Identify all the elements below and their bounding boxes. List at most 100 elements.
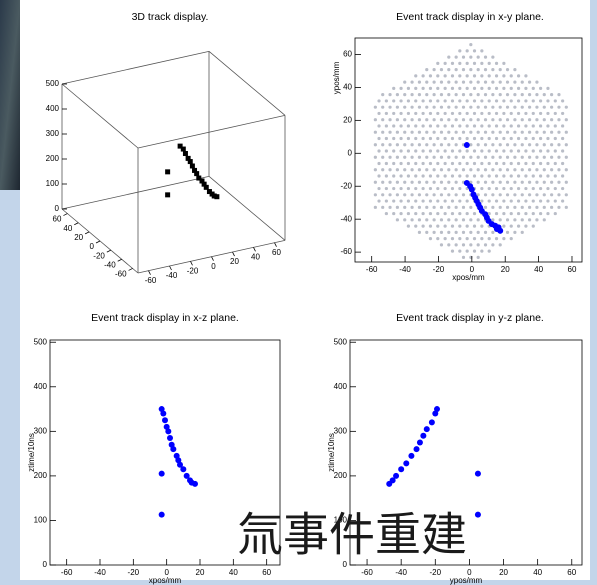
detector-cell	[417, 205, 422, 209]
detector-cell	[414, 211, 418, 216]
detector-cell	[524, 211, 528, 216]
detector-cell	[399, 124, 403, 128]
detector-cell	[472, 237, 477, 241]
detector-cell	[546, 99, 550, 103]
x-axis-label: xpos/mm	[149, 576, 182, 585]
detector-cell	[513, 130, 517, 134]
detector-cell	[564, 155, 568, 159]
x-tick-label: 60	[567, 568, 576, 577]
detector-cell	[465, 174, 469, 178]
chart-title: Event track display in x-z plane.	[91, 312, 239, 324]
y-tick-label: 40	[343, 83, 352, 92]
detector-cell	[403, 180, 407, 184]
detector-cell	[516, 161, 521, 166]
detector-cell	[502, 199, 506, 203]
track-point	[423, 426, 430, 433]
detector-cell	[557, 118, 561, 122]
detector-cell	[487, 161, 491, 166]
detector-cell	[483, 230, 488, 234]
detector-cell	[494, 174, 499, 178]
detector-cell	[509, 237, 513, 241]
detector-cell	[454, 168, 458, 172]
detector-cell	[524, 174, 528, 178]
detector-cell	[454, 193, 458, 197]
detector-cell	[395, 130, 399, 134]
detector-cell	[487, 149, 491, 153]
detector-cell	[421, 224, 425, 228]
detector-cell	[516, 74, 521, 78]
detector-cell	[483, 180, 488, 184]
detector-cell	[377, 111, 381, 116]
detector-cell	[461, 205, 466, 209]
detector-cell	[384, 161, 388, 166]
detector-cell	[542, 180, 546, 184]
detector-cell	[425, 155, 429, 159]
detector-cell	[502, 149, 506, 153]
y-tick-label: -20	[93, 251, 105, 260]
x-tick-label: 20	[230, 257, 239, 266]
detector-cell	[436, 161, 440, 166]
y-tick-label: 300	[334, 426, 348, 435]
detector-cell	[539, 136, 543, 141]
detector-cell	[443, 237, 447, 241]
detector-cell	[487, 111, 491, 116]
detector-cell	[476, 55, 480, 59]
detector-cell	[432, 230, 436, 234]
detector-cell	[458, 86, 462, 90]
detector-cell	[428, 161, 433, 166]
detector-cell	[436, 136, 440, 141]
track-point	[408, 452, 415, 459]
track-point	[192, 167, 198, 173]
detector-cell	[531, 86, 535, 90]
detector-cell	[454, 243, 458, 247]
detector-cell	[550, 143, 554, 147]
detector-cell	[439, 205, 444, 209]
detector-cell	[557, 155, 561, 159]
detector-cell	[443, 111, 447, 116]
x-tick-label: -20	[433, 265, 445, 274]
detector-cell	[469, 230, 473, 234]
detector-cell	[406, 199, 411, 203]
detector-cell	[414, 86, 418, 90]
detector-cell	[509, 186, 513, 191]
detector-cell	[410, 93, 414, 97]
chart-title: Event track display in y-z plane.	[396, 312, 544, 324]
detector-cell	[505, 180, 510, 184]
detector-cell	[561, 149, 565, 153]
detector-cell	[476, 130, 480, 134]
detector-cell	[432, 155, 436, 159]
detector-cell	[483, 243, 488, 247]
detector-cell	[373, 180, 377, 184]
detector-cell	[403, 105, 407, 109]
detector-cell	[425, 230, 429, 234]
detector-cell	[414, 99, 418, 103]
detector-cell	[425, 180, 429, 184]
detector-cell	[520, 193, 524, 197]
detector-cell	[487, 249, 491, 253]
x-tick	[211, 256, 214, 261]
detector-cell	[425, 168, 429, 172]
detector-cell	[436, 211, 440, 216]
detector-cell	[480, 237, 484, 241]
detector-cell	[491, 243, 495, 247]
detector-cell	[476, 105, 480, 109]
detector-cell	[447, 105, 451, 109]
detector-cell	[476, 180, 480, 184]
detector-cell	[550, 205, 554, 209]
detector-cell	[447, 230, 451, 234]
detector-cell	[454, 143, 458, 147]
detector-cell	[480, 224, 484, 228]
detector-cell	[436, 74, 440, 78]
detector-cell	[443, 74, 447, 78]
detector-cell	[428, 136, 433, 141]
x-tick-label: 0	[467, 568, 472, 577]
detector-cell	[436, 61, 440, 65]
y-tick	[63, 213, 68, 216]
track-point	[199, 178, 205, 184]
detector-cell	[469, 130, 473, 134]
chart-title: Event track display in x-y plane.	[396, 11, 544, 23]
detector-cell	[494, 86, 499, 90]
box-edge	[61, 83, 139, 149]
track-point	[180, 146, 186, 152]
detector-cell	[498, 180, 502, 184]
